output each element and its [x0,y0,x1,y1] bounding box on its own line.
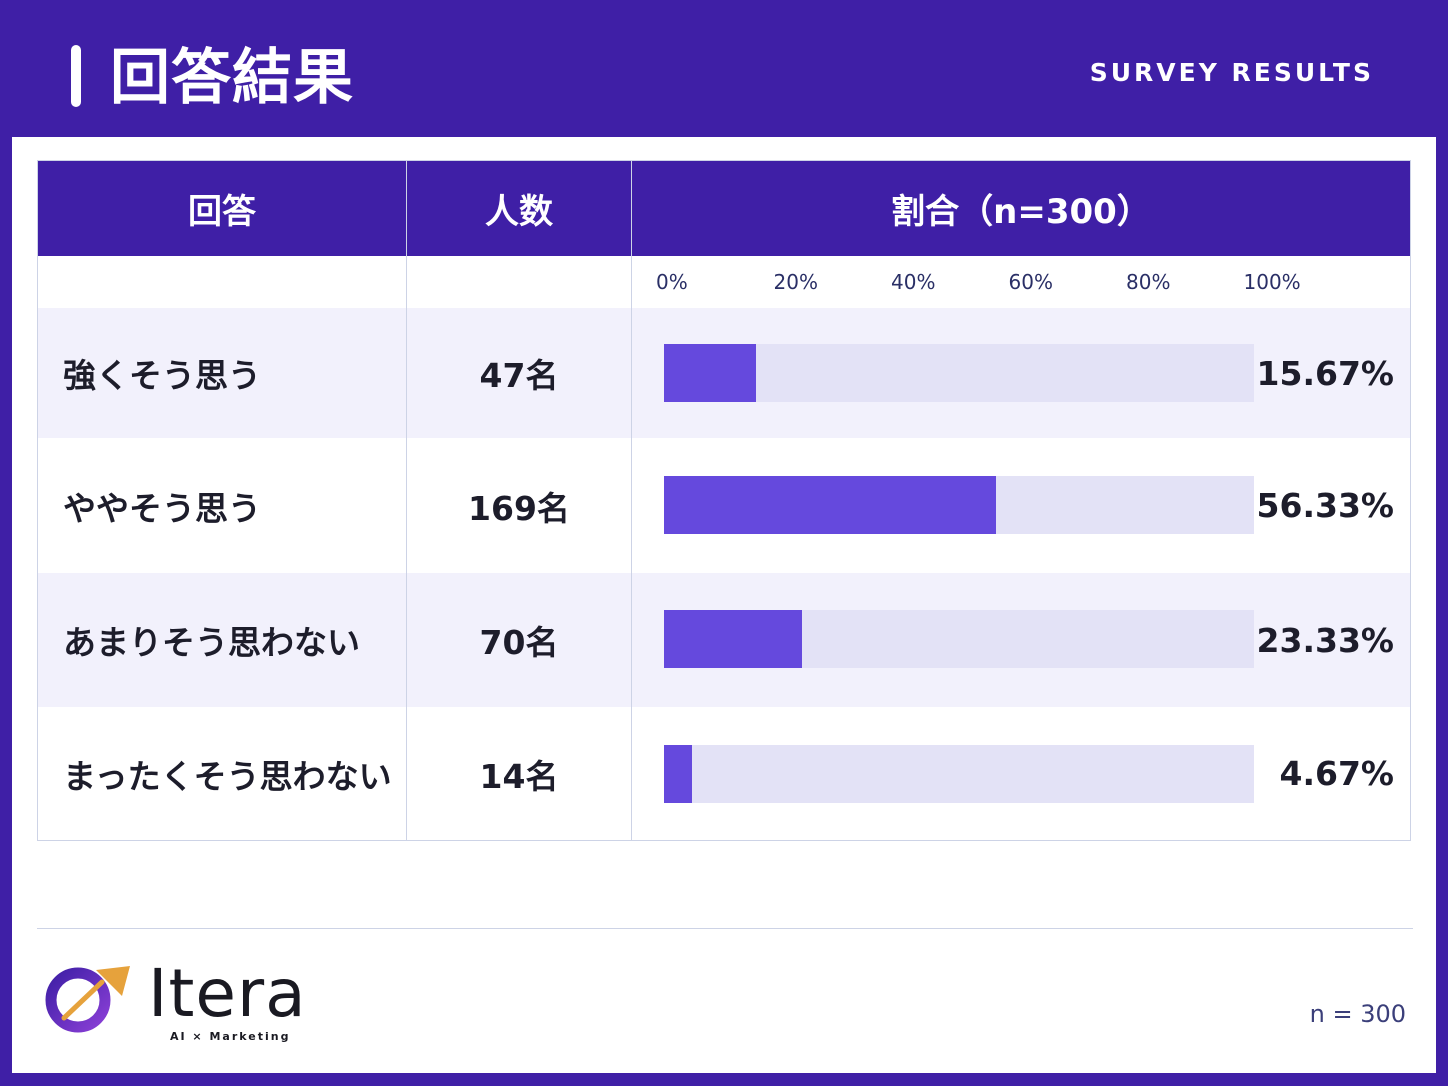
percentage-label: 23.33% [1256,620,1394,660]
sample-size-label: n = 300 [1309,1000,1406,1028]
x-tick-label: 0% [656,270,688,294]
bar-track [664,745,1254,803]
x-tick-label: 80% [1126,270,1171,294]
percentage-label: 56.33% [1256,486,1394,525]
column-header-answer: 回答 [188,192,256,232]
footer-divider [37,928,1413,929]
bar [664,344,757,402]
x-tick-label: 40% [891,270,936,294]
count-value: 47名 [479,356,559,395]
bar [664,476,997,534]
page-title: 回答結果 [110,43,354,113]
count-value: 14名 [479,756,559,796]
bar-track [664,610,1254,668]
answer-label: あまりそう思わない [63,623,360,662]
bar [664,610,802,668]
company-logo: Itera AI × Marketing [44,958,324,1046]
header-accent-bar [71,45,81,107]
column-divider [406,161,407,840]
answer-label: 強くそう思う [63,356,261,395]
table-row: ややそう思う 169名 56.33% [38,438,1410,573]
answer-label: ややそう思う [63,488,261,528]
x-tick-label: 60% [1008,270,1053,294]
x-tick-label: 20% [773,270,818,294]
table-row: あまりそう思わない 70名 23.33% [38,573,1410,707]
table-header: 回答 人数 割合（n=300） [38,161,1410,256]
column-divider [631,161,632,840]
percentage-label: 4.67% [1279,754,1395,793]
answer-label: まったくそう思わない [63,756,392,796]
column-header-ratio: 割合（n=300） [891,192,1151,232]
logo-wordmark: Itera [148,955,307,1032]
count-value: 70名 [479,623,559,662]
percentage-label: 15.67% [1256,353,1394,393]
count-value: 169名 [468,488,570,528]
column-header-count: 人数 [485,192,553,232]
header: 回答結果 SURVEY RESULTS [0,0,1448,137]
logo-mark-icon [45,966,130,1033]
table-row: まったくそう思わない 14名 4.67% [38,707,1410,840]
table-row: 強くそう思う 47名 15.67% [38,308,1410,438]
page-subtitle: SURVEY RESULTS [1089,58,1374,87]
axis-row [38,256,1410,308]
results-table: 回答 人数 割合（n=300） 強くそう思う 47名 15.67% ややそう思う… [37,160,1411,841]
logo-tagline: AI × Marketing [170,1030,291,1043]
bar-track [664,476,1254,534]
x-tick-label: 100% [1243,270,1301,294]
bar [664,745,692,803]
bar-track [664,344,1254,402]
